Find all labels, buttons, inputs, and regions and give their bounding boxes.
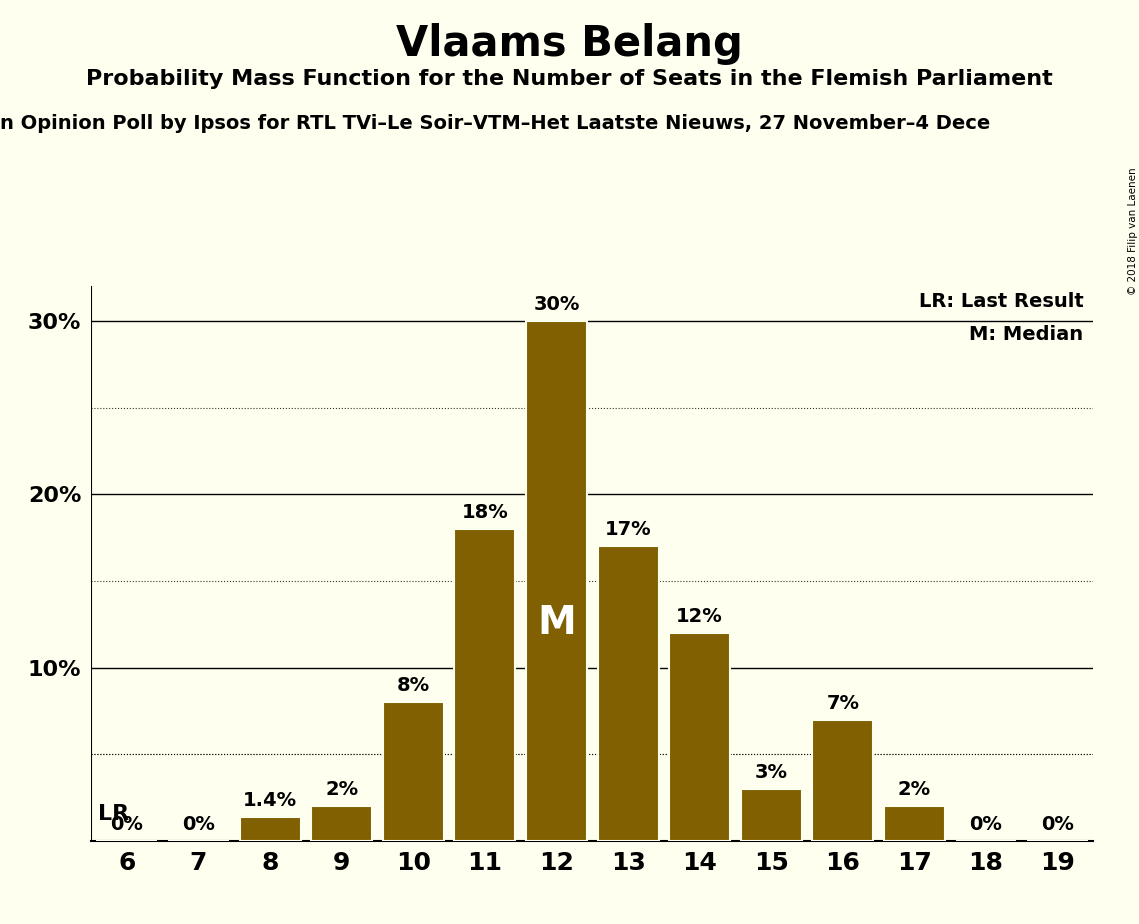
Bar bbox=[239, 817, 301, 841]
Text: © 2018 Filip van Laenen: © 2018 Filip van Laenen bbox=[1129, 167, 1138, 295]
Text: Probability Mass Function for the Number of Seats in the Flemish Parliament: Probability Mass Function for the Number… bbox=[87, 69, 1052, 90]
Text: 18%: 18% bbox=[461, 503, 508, 522]
Text: 7%: 7% bbox=[827, 694, 859, 712]
Text: 2%: 2% bbox=[325, 780, 359, 799]
Text: 8%: 8% bbox=[396, 676, 429, 695]
Text: LR: Last Result: LR: Last Result bbox=[919, 292, 1083, 311]
Text: 0%: 0% bbox=[1041, 815, 1074, 833]
Text: M: M bbox=[538, 603, 576, 641]
Bar bbox=[670, 633, 730, 841]
Text: 0%: 0% bbox=[969, 815, 1002, 833]
Text: 1.4%: 1.4% bbox=[243, 791, 297, 809]
Bar bbox=[740, 789, 802, 841]
Text: n Opinion Poll by Ipsos for RTL TVi–Le Soir–VTM–Het Laatste Nieuws, 27 November–: n Opinion Poll by Ipsos for RTL TVi–Le S… bbox=[0, 114, 990, 133]
Bar bbox=[454, 529, 515, 841]
Text: 3%: 3% bbox=[755, 763, 788, 782]
Text: Vlaams Belang: Vlaams Belang bbox=[396, 23, 743, 65]
Bar bbox=[311, 806, 372, 841]
Text: 0%: 0% bbox=[110, 815, 144, 833]
Text: LR: LR bbox=[98, 804, 130, 823]
Text: 30%: 30% bbox=[533, 295, 580, 314]
Bar bbox=[598, 546, 658, 841]
Text: 17%: 17% bbox=[605, 520, 652, 540]
Bar bbox=[383, 702, 444, 841]
Bar bbox=[812, 720, 874, 841]
Text: 0%: 0% bbox=[182, 815, 215, 833]
Bar bbox=[884, 806, 945, 841]
Text: 12%: 12% bbox=[677, 607, 723, 626]
Bar bbox=[526, 322, 587, 841]
Text: 2%: 2% bbox=[898, 780, 931, 799]
Text: M: Median: M: Median bbox=[969, 325, 1083, 345]
